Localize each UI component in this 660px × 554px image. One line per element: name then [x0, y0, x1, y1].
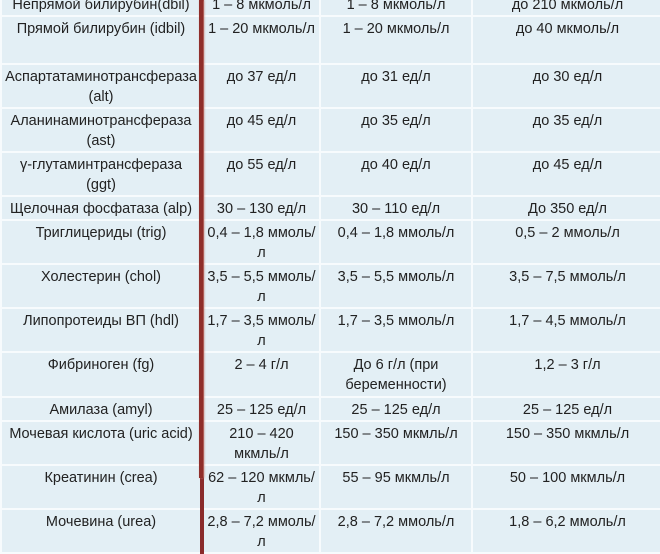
- table-row: Аспартатаминотрансфераза (alt) до 37 ед/л…: [0, 63, 660, 109]
- parameter-name-cell: Щелочная фосфатаза (alp): [0, 195, 204, 221]
- reference-value-cell: 210 – 420 мкмль/л: [201, 420, 321, 466]
- table-row: Аланинаминотрансфераза (ast) до 45 ед/л до…: [0, 107, 660, 153]
- reference-value-cell: 2,8 – 7,2 ммоль/л: [319, 508, 473, 554]
- reference-value-cell: 0,5 – 2 ммоль/л: [471, 219, 660, 265]
- reference-value-cell: до 30 ед/л: [471, 63, 660, 109]
- table-row: Прямой билирубин (idbil) 1 – 20 мкмоль/л 1…: [0, 15, 660, 65]
- reference-value-cell: 25 – 125 ед/л: [201, 396, 321, 422]
- table-row: Непрямой билирубин(dbil) 1 – 8 мкмоль/л 1 …: [0, 0, 660, 17]
- reference-value-cell: 62 – 120 мкмль/л: [201, 464, 321, 510]
- table-row: Щелочная фосфатаза (alp) 30 – 130 ед/л 30 …: [0, 195, 660, 221]
- reference-value-cell: До 350 ед/л: [471, 195, 660, 221]
- table-row: Холестерин (chol) 3,5 – 5,5 ммоль/л 3,5 – …: [0, 263, 660, 309]
- reference-value-cell: до 35 ед/л: [319, 107, 473, 153]
- reference-value-cell: 25 – 125 ед/л: [319, 396, 473, 422]
- reference-value-cell: 1,7 – 4,5 ммоль/л: [471, 307, 660, 353]
- table-row: Липопротеиды ВП (hdl) 1,7 – 3,5 ммоль/л 1,…: [0, 307, 660, 353]
- reference-value-cell: 1 – 20 мкмоль/л: [319, 15, 473, 65]
- parameter-name-cell: Аспартатаминотрансфераза (alt): [0, 63, 204, 109]
- reference-value-cell: до 45 ед/л: [201, 107, 321, 153]
- reference-value-cell: 30 – 130 ед/л: [201, 195, 321, 221]
- reference-value-cell: 55 – 95 мкмль/л: [319, 464, 473, 510]
- reference-value-cell: 1 – 8 мкмоль/л: [319, 0, 473, 17]
- reference-value-cell: До 6 г/л (при беременности): [319, 351, 473, 398]
- table-row: γ-глутаминтрансфераза (ggt) до 55 ед/л до …: [0, 151, 660, 197]
- table-row: Мочевая кислота (uric acid) 210 – 420 мкм…: [0, 420, 660, 466]
- reference-value-cell: 2,8 – 7,2 ммоль/л: [201, 508, 321, 554]
- parameter-name-cell: Креатинин (crea): [0, 464, 204, 510]
- reference-value-cell: 1 – 8 мкмоль/л: [201, 0, 321, 17]
- parameter-name-cell: Мочевая кислота (uric acid): [0, 420, 204, 466]
- reference-value-cell: 3,5 – 7,5 ммоль/л: [471, 263, 660, 309]
- reference-value-cell: до 40 мкмоль/л: [471, 15, 660, 65]
- reference-value-cell: 50 – 100 мкмль/л: [471, 464, 660, 510]
- reference-value-cell: 25 – 125 ед/л: [471, 396, 660, 422]
- reference-value-cell: 30 – 110 ед/л: [319, 195, 473, 221]
- reference-value-cell: 1,7 – 3,5 ммоль/л: [319, 307, 473, 353]
- table-row: Триглицериды (trig) 0,4 – 1,8 ммоль/л 0,4 …: [0, 219, 660, 265]
- column-divider-line: [199, 0, 203, 478]
- parameter-name-cell: Амилаза (amyl): [0, 396, 204, 422]
- parameter-name-cell: Холестерин (chol): [0, 263, 204, 309]
- reference-value-cell: 150 – 350 мкмль/л: [319, 420, 473, 466]
- reference-value-cell: 0,4 – 1,8 ммоль/л: [201, 219, 321, 265]
- reference-value-cell: 1,7 – 3,5 ммоль/л: [201, 307, 321, 353]
- parameter-name-cell: Прямой билирубин (idbil): [0, 15, 204, 65]
- parameter-name-cell: Липопротеиды ВП (hdl): [0, 307, 204, 353]
- reference-value-cell: 1 – 20 мкмоль/л: [201, 15, 321, 65]
- reference-value-cell: до 210 мкмоль/л: [471, 0, 660, 17]
- parameter-name-cell: Фибриноген (fg): [0, 351, 204, 398]
- reference-value-cell: 1,8 – 6,2 ммоль/л: [471, 508, 660, 554]
- reference-value-cell: до 31 ед/л: [319, 63, 473, 109]
- reference-value-cell: 1,2 – 3 г/л: [471, 351, 660, 398]
- table-row: Креатинин (crea) 62 – 120 мкмль/л 55 – 95 …: [0, 464, 660, 510]
- table-row: Мочевина (urea) 2,8 – 7,2 ммоль/л 2,8 – 7,…: [0, 508, 660, 554]
- table-row: Фибриноген (fg) 2 – 4 г/л До 6 г/л (при бе…: [0, 351, 660, 398]
- reference-value-cell: до 40 ед/л: [319, 151, 473, 197]
- table-row: Амилаза (amyl) 25 – 125 ед/л 25 – 125 ед/л…: [0, 396, 660, 422]
- parameter-name-cell: Аланинаминотрансфераза (ast): [0, 107, 204, 153]
- reference-value-cell: 3,5 – 5,5 ммоль/л: [319, 263, 473, 309]
- parameter-name-cell: Мочевина (urea): [0, 508, 204, 554]
- reference-value-cell: 2 – 4 г/л: [201, 351, 321, 398]
- reference-value-cell: до 55 ед/л: [201, 151, 321, 197]
- reference-value-cell: до 35 ед/л: [471, 107, 660, 153]
- parameter-name-cell: Триглицериды (trig): [0, 219, 204, 265]
- reference-value-cell: 0,4 – 1,8 ммоль/л: [319, 219, 473, 265]
- parameter-name-cell: γ-глутаминтрансфераза (ggt): [0, 151, 204, 197]
- reference-value-cell: до 37 ед/л: [201, 63, 321, 109]
- reference-value-cell: 150 – 350 мкмль/л: [471, 420, 660, 466]
- reference-value-cell: до 45 ед/л: [471, 151, 660, 197]
- reference-value-cell: 3,5 – 5,5 ммоль/л: [201, 263, 321, 309]
- parameter-name-cell: Непрямой билирубин(dbil): [0, 0, 204, 17]
